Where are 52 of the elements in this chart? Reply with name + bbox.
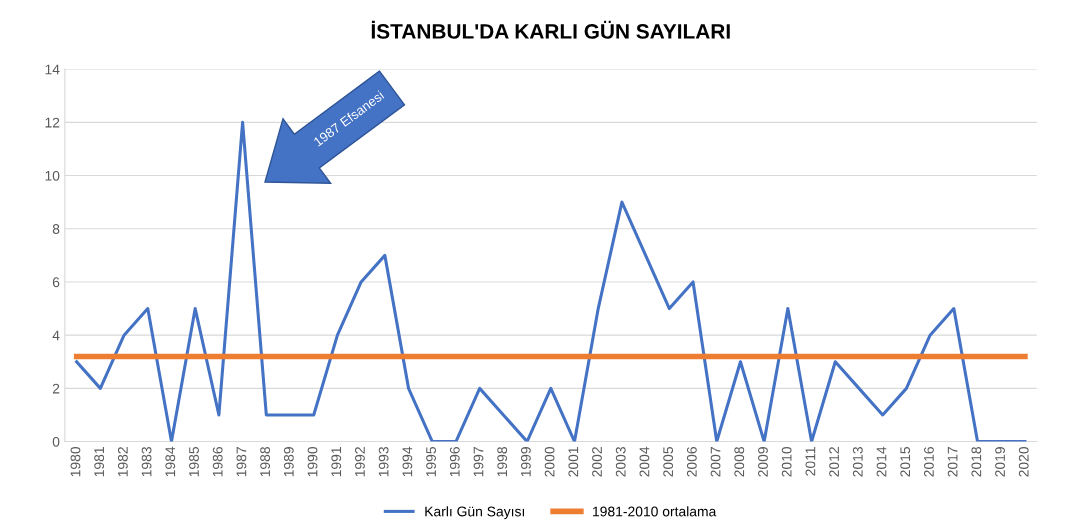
x-tick-label: 2016 xyxy=(924,447,934,477)
x-tick-label: 1985 xyxy=(189,447,199,477)
x-tick-label: 1995 xyxy=(426,447,436,477)
x-tick-label: 2012 xyxy=(829,447,840,477)
x-tick-label: 1986 xyxy=(212,447,223,477)
x-tick-label: 1999 xyxy=(520,447,531,477)
x-tick-label: 2019 xyxy=(995,447,1005,477)
x-tick-label: 1992 xyxy=(355,447,365,477)
x-tick-label: 1982 xyxy=(117,447,128,477)
x-tick-label: 2005 xyxy=(663,447,674,477)
x-tick-label: 1989 xyxy=(283,447,294,477)
x-tick-label: 1994 xyxy=(402,446,413,477)
x-tick-label: 2015 xyxy=(900,447,911,477)
x-tick-label: 1998 xyxy=(497,447,508,477)
x-tick-label: 2009 xyxy=(758,447,768,477)
x-tick-label: 1987 xyxy=(236,447,247,477)
x-tick-label: 1981 xyxy=(94,447,105,477)
x-tick-label: 2014 xyxy=(876,446,887,477)
x-tick-label: 1990 xyxy=(307,446,318,477)
x-tick-label: 2000 xyxy=(544,446,555,477)
x-tick-label: 2011 xyxy=(805,447,816,476)
x-tick-label: 2013 xyxy=(852,447,863,477)
x-tick-label: 2018 xyxy=(971,447,982,477)
chart-title: İSTANBUL'DA KARLI GÜN SAYILARI xyxy=(371,20,730,39)
y-tick-label: 0 xyxy=(52,436,60,447)
x-tick-label: 2008 xyxy=(734,447,745,477)
x-tick-label: 1993 xyxy=(378,447,389,477)
y-tick-label: 4 xyxy=(52,330,60,341)
x-tick-label: 1988 xyxy=(260,447,271,477)
x-tick-label: 1996 xyxy=(449,447,460,477)
x-tick-label: 2002 xyxy=(592,447,602,477)
y-tick-label: 6 xyxy=(52,277,60,288)
y-tick-label: 8 xyxy=(52,224,60,234)
x-tick-label: 2003 xyxy=(615,447,626,477)
x-tick-label: 2007 xyxy=(710,447,721,477)
y-tick-label: 12 xyxy=(45,117,60,128)
x-tick-label: 1980 xyxy=(70,446,81,477)
x-tick-label: 1997 xyxy=(473,447,484,477)
y-tick-label: 14 xyxy=(45,64,60,75)
x-tick-label: 1983 xyxy=(141,447,152,477)
legend-label: 1981-2010 ortalama xyxy=(593,506,717,517)
x-tick-label: 1984 xyxy=(165,446,176,477)
x-tick-label: 2006 xyxy=(686,447,697,477)
x-tick-label: 2004 xyxy=(639,446,650,477)
x-tick-label: 2020 xyxy=(1018,446,1029,477)
x-tick-label: 2017 xyxy=(947,447,958,477)
y-tick-label: 10 xyxy=(45,170,60,181)
x-tick-label: 1991 xyxy=(331,447,342,477)
x-tick-label: 2001 xyxy=(568,447,579,477)
y-tick-label: 2 xyxy=(52,383,60,394)
legend-label: Karlı Gün Sayısı xyxy=(425,506,524,520)
x-tick-label: 2010 xyxy=(781,446,792,477)
